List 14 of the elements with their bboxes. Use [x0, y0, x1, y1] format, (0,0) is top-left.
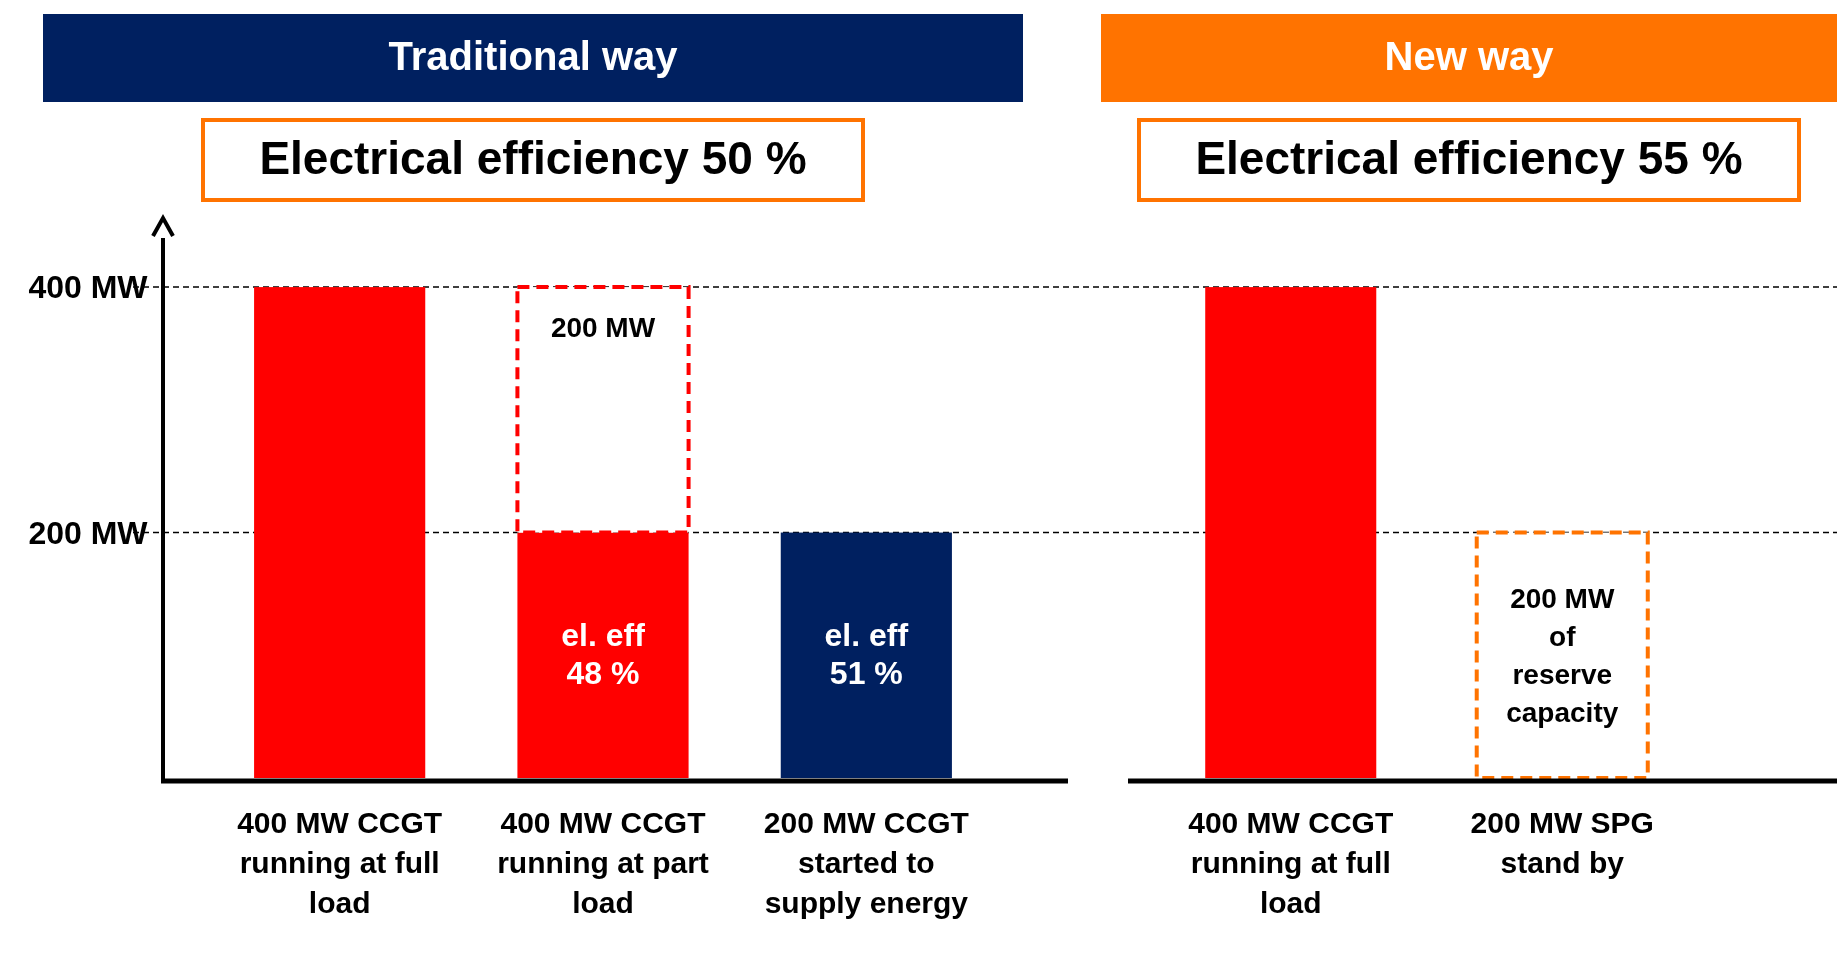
x-tick-label: 400 MW CCGT running at full load [1188, 806, 1394, 919]
x-tick-label: 200 MW CCGT started to supply energy [763, 806, 969, 919]
x-tick-label: 200 MW SPG stand by [1470, 806, 1654, 879]
y-tick-label: 400 MW [28, 269, 149, 306]
data-label: el. eff 51 % [824, 617, 909, 692]
text: Electrical efficiency 55 % [1195, 132, 1743, 184]
data-label: 200 MW [550, 312, 656, 344]
x-tick-label: 400 MW CCGT running at full load [237, 806, 443, 919]
chart-title: Traditional way [388, 34, 679, 78]
chart-title: New way [1384, 34, 1555, 78]
text: Electrical efficiency 50 % [259, 132, 807, 184]
data-label: el. eff 48 % [561, 617, 646, 692]
x-tick-label: 400 MW CCGT running at part load [497, 806, 709, 919]
data-label: 200 MW of reserve capacity [1506, 583, 1619, 729]
